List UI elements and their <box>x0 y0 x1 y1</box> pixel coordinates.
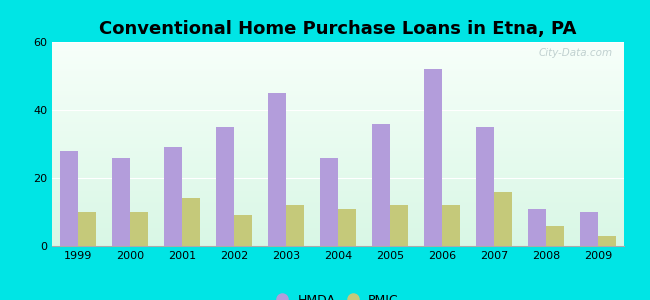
Bar <box>338 208 356 246</box>
Text: City-Data.com: City-Data.com <box>538 48 612 58</box>
Bar <box>60 151 78 246</box>
Bar <box>598 236 616 246</box>
Legend: HMDA, PMIC: HMDA, PMIC <box>272 289 404 300</box>
Bar <box>234 215 252 246</box>
Bar <box>546 226 564 246</box>
Bar <box>286 205 304 246</box>
Bar <box>164 147 182 246</box>
Bar <box>442 205 460 246</box>
Bar <box>528 208 546 246</box>
Bar <box>182 198 200 246</box>
Bar <box>216 127 234 246</box>
Bar <box>494 192 512 246</box>
Bar <box>424 69 442 246</box>
Bar <box>320 158 338 246</box>
Title: Conventional Home Purchase Loans in Etna, PA: Conventional Home Purchase Loans in Etna… <box>99 20 577 38</box>
Bar <box>78 212 96 246</box>
Bar <box>390 205 408 246</box>
Bar <box>130 212 148 246</box>
Bar <box>476 127 494 246</box>
Bar <box>372 124 390 246</box>
Bar <box>580 212 598 246</box>
Bar <box>268 93 286 246</box>
Bar <box>112 158 130 246</box>
